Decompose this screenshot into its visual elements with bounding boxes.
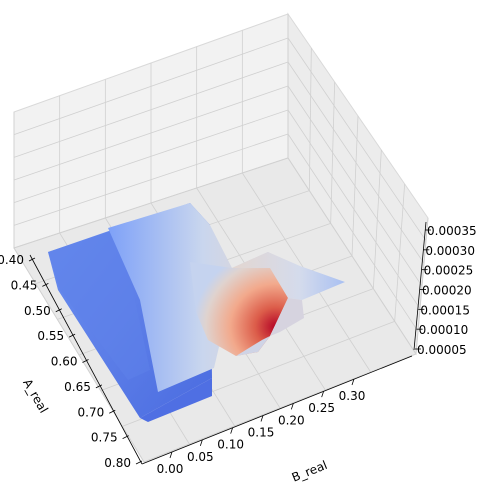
y-tick-label: 0.20 [278,413,305,427]
z-axis-ticks: 0.00005 0.00010 0.00015 0.00020 0.00025 0.000… [415,224,477,357]
x-tick-label: 0.60 [51,355,78,369]
y-tick-mark [199,439,203,446]
y-tick-label: 0.00 [157,462,184,476]
z-tick-label: 0.00015 [420,303,470,317]
z-tick-label: 0.00010 [419,323,469,337]
x-axis-ticks: 0.40 0.45 0.50 0.55 0.60 0.65 0.70 0.75 0.80 [0,253,143,470]
y-axis-label: B_real [290,458,330,485]
x-tick-mark [42,283,49,287]
x-tick-mark [135,460,143,465]
grid-line [13,109,289,204]
grid-line [13,133,289,226]
surface-patch-mid [108,203,280,392]
x-tick-mark [68,333,76,338]
surface-patch-low-shade [48,228,150,380]
x-tick-label: 0.50 [24,304,51,318]
y-tick-label: 0.25 [308,401,335,415]
grid-line [143,353,417,463]
x-tick-label: 0.55 [37,329,64,343]
z-axis-line [413,221,427,351]
x-tick-mark [55,308,62,313]
grid-line [287,61,425,264]
grid-line [287,37,427,241]
surface-patch-right [232,252,345,300]
z-tick-label: 0.00030 [425,244,475,258]
z-tick-label: 0.00020 [422,284,472,298]
x-tick-label: 0.40 [0,253,24,267]
z-tick-label: 0.00035 [427,224,477,238]
y-tick-mark [290,403,294,410]
y-tick-mark [321,391,325,398]
y-tick-mark [169,451,173,459]
grid-line [287,133,419,332]
y-tick-mark [260,415,264,422]
z-tick-label: 0.00025 [424,264,474,278]
x-axis-label: A_real [20,376,51,415]
grid-line [287,157,417,355]
x-tick-label: 0.75 [91,431,118,445]
y-tick-label: 0.30 [339,389,366,403]
x-tick-label: 0.65 [64,380,91,394]
y-axis-line [141,355,413,465]
y-tick-label: 0.15 [248,426,275,440]
y-axis-ticks: 0.000.050.10 0.150.200.25 0.30 [157,378,366,476]
surface-patch-edge [236,336,270,356]
grid-line [287,85,423,287]
x-tick-mark [82,359,89,363]
surface-peak [190,252,300,356]
y-tick-mark [351,378,355,386]
z-tick-label: 0.00005 [417,343,467,357]
grid-line [13,85,289,181]
x-tick-mark [122,435,129,439]
y-tick-mark [230,427,234,434]
x-tick-mark [28,257,36,262]
grid-line [287,109,421,309]
x-axis-line [29,254,143,465]
grid-line [13,37,289,136]
x-tick-label: 0.80 [104,456,131,470]
surface-patch-step [270,298,304,336]
x-tick-mark [109,409,116,414]
y-tick-label: 0.10 [217,438,244,452]
x-tick-mark [95,384,103,389]
grid-line [13,61,289,158]
x-tick-label: 0.70 [78,405,105,419]
y-tick-label: 0.05 [187,450,214,464]
surface-patch-front [140,378,212,422]
x-tick-label: 0.45 [11,278,38,292]
surface [48,203,345,422]
